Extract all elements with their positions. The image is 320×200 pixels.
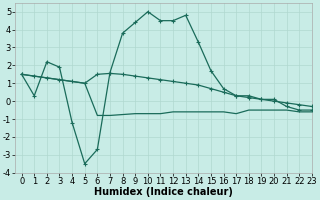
X-axis label: Humidex (Indice chaleur): Humidex (Indice chaleur) — [94, 187, 233, 197]
